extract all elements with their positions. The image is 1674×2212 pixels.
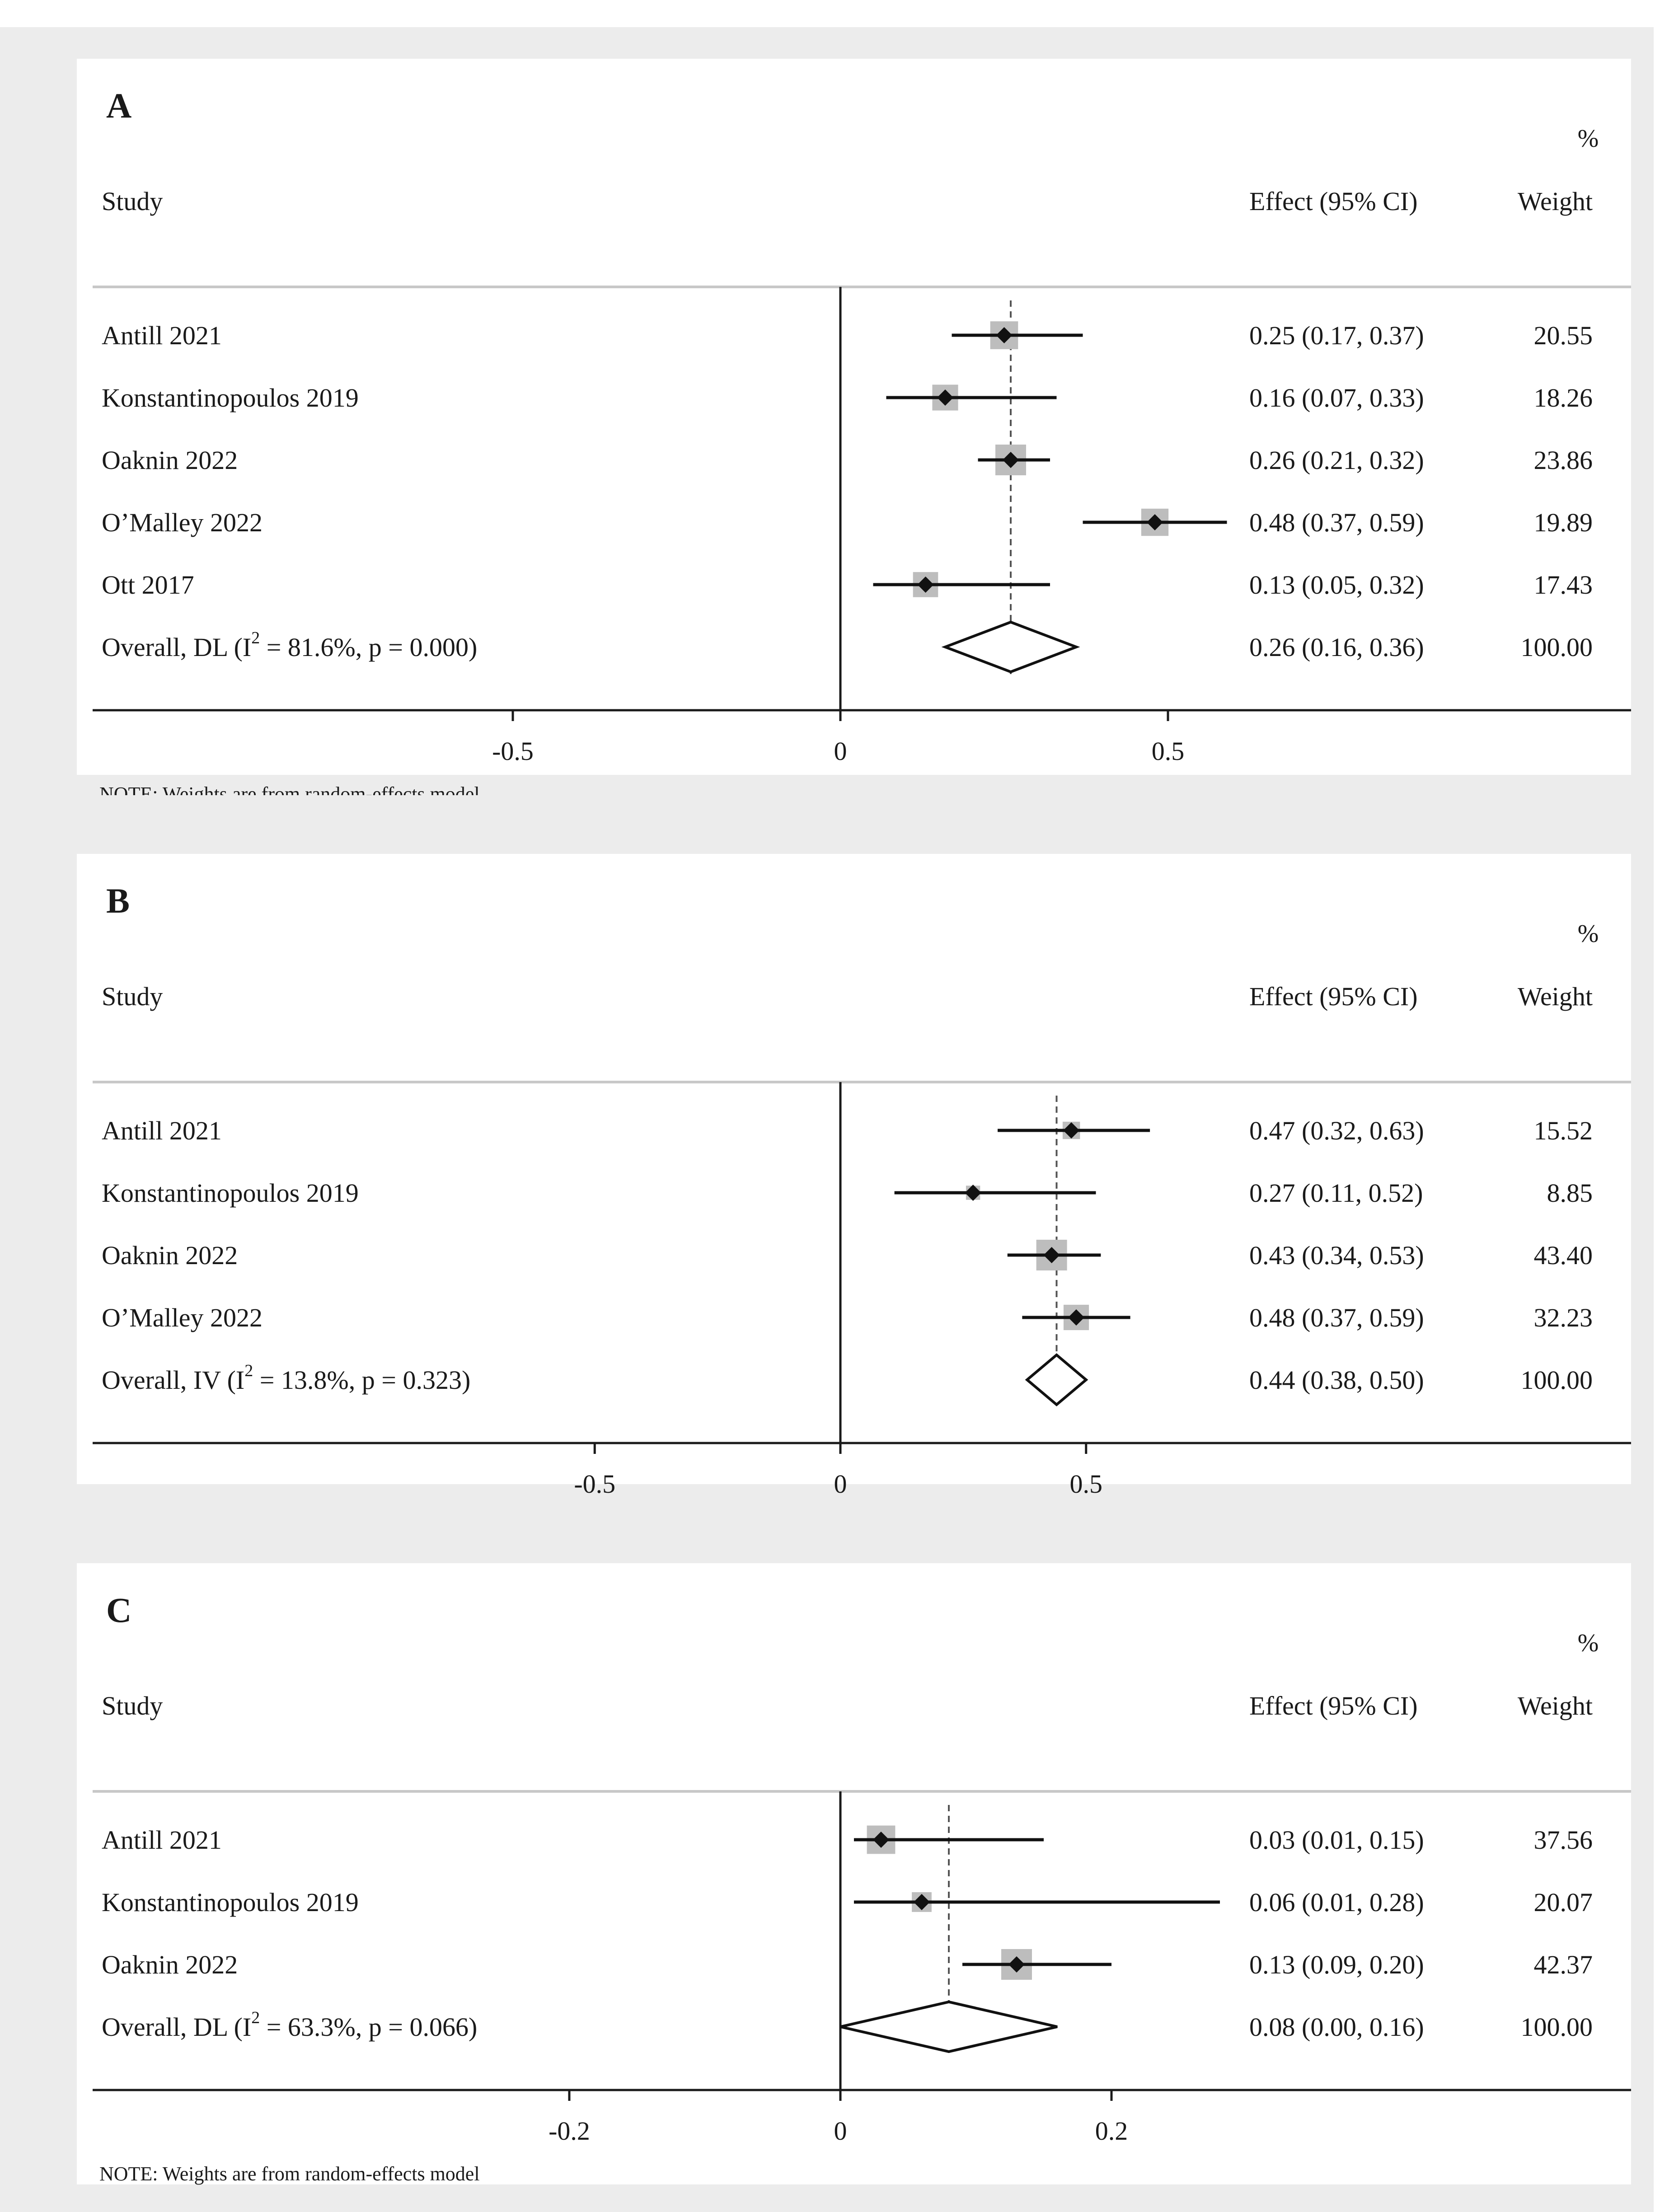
study-weight: 15.52: [1534, 1116, 1593, 1145]
study-effect-ci: 0.03 (0.01, 0.15): [1249, 1825, 1424, 1855]
study-name: Ott 2017: [102, 570, 194, 600]
study-effect-ci: 0.48 (0.37, 0.59): [1249, 1303, 1424, 1332]
overall-diamond: [1025, 1353, 1088, 1406]
header-weight: Weight: [1518, 982, 1593, 1011]
study-effect-ci: 0.27 (0.11, 0.52): [1249, 1178, 1423, 1208]
study-weight: 32.23: [1534, 1303, 1593, 1332]
study-point-estimate: [1008, 1956, 1025, 1973]
x-axis-tick-label: 0: [834, 2116, 847, 2146]
study-point-estimate: [1003, 452, 1019, 468]
overall-weight: 100.00: [1521, 633, 1593, 662]
weights-note: NOTE: Weights are from random-effects mo…: [99, 2163, 480, 2185]
study-name: Oaknin 2022: [102, 1950, 238, 1979]
study-weight: 43.40: [1534, 1241, 1593, 1270]
x-axis-tick-label: -0.2: [549, 2116, 590, 2146]
study-name: Konstantinopoulos 2019: [102, 1178, 359, 1208]
study-effect-ci: 0.26 (0.21, 0.32): [1249, 445, 1424, 475]
study-point-estimate: [873, 1832, 889, 1848]
study-point-estimate: [1063, 1122, 1080, 1139]
plot-card: [77, 1563, 1631, 2184]
study-point-estimate: [1043, 1247, 1060, 1263]
study-name: Konstantinopoulos 2019: [102, 383, 359, 412]
overall-diamond: [840, 2000, 1058, 2053]
x-axis-tick-label: 0.2: [1095, 2116, 1128, 2146]
panel-label: A: [106, 86, 131, 125]
weight-unit-label: %: [1578, 920, 1599, 948]
overall-weight: 100.00: [1521, 1365, 1593, 1395]
study-effect-ci: 0.48 (0.37, 0.59): [1249, 508, 1424, 537]
overall-effect-ci: 0.26 (0.16, 0.36): [1249, 633, 1424, 662]
weights-note: NOTE: Weights are from random-effects mo…: [99, 783, 480, 795]
overall-diamond: [941, 620, 1080, 674]
overall-label: Overall, DL (I2 = 63.3%, p = 0.066): [102, 2008, 477, 2042]
weight-unit-label: %: [1578, 125, 1599, 153]
study-effect-ci: 0.16 (0.07, 0.33): [1249, 383, 1424, 412]
weight-unit-label: %: [1578, 1629, 1599, 1657]
overall-weight: 100.00: [1521, 2012, 1593, 2042]
study-weight: 20.07: [1534, 1888, 1593, 1917]
study-weight: 8.85: [1547, 1178, 1593, 1208]
study-point-estimate: [965, 1185, 981, 1201]
study-point-estimate: [914, 1894, 930, 1910]
study-effect-ci: 0.13 (0.05, 0.32): [1249, 570, 1424, 600]
study-effect-ci: 0.06 (0.01, 0.28): [1249, 1888, 1424, 1917]
study-weight: 37.56: [1534, 1825, 1593, 1855]
study-name: Oaknin 2022: [102, 1241, 238, 1270]
study-effect-ci: 0.43 (0.34, 0.53): [1249, 1241, 1424, 1270]
overall-label: Overall, DL (I2 = 81.6%, p = 0.000): [102, 628, 477, 662]
study-name: O’Malley 2022: [102, 508, 263, 537]
forest-plot-svg: B% Study Effect (95% CI) Weight Antill 2021 0…: [77, 854, 1631, 1499]
header-effect: Effect (95% CI): [1249, 982, 1418, 1011]
forest-panel-a: A% Study Effect (95% CI) Weight Antill 2021 0…: [18, 27, 1654, 795]
study-point-estimate: [1147, 514, 1163, 530]
header-weight: Weight: [1518, 187, 1593, 216]
panel-label: B: [106, 881, 130, 920]
x-axis-tick-label: 0: [834, 1469, 847, 1499]
x-axis-tick-label: -0.5: [492, 736, 534, 766]
study-point-estimate: [1068, 1309, 1084, 1326]
study-weight: 20.55: [1534, 321, 1593, 350]
study-weight: 17.43: [1534, 570, 1593, 600]
x-axis-tick-label: 0: [834, 736, 847, 766]
study-effect-ci: 0.47 (0.32, 0.63): [1249, 1116, 1424, 1145]
study-name: Oaknin 2022: [102, 445, 238, 475]
header-study: Study: [102, 1691, 163, 1720]
study-effect-ci: 0.13 (0.09, 0.20): [1249, 1950, 1424, 1979]
study-weight: 19.89: [1534, 508, 1593, 537]
overall-effect-ci: 0.44 (0.38, 0.50): [1249, 1365, 1424, 1395]
forest-plot-svg: C% Study Effect (95% CI) Weight Antill 2021 0…: [77, 1563, 1631, 2185]
study-name: Antill 2021: [102, 1116, 222, 1145]
forest-panel-c: C% Study Effect (95% CI) Weight Antill 2021 0…: [18, 1532, 1654, 2205]
study-weight: 18.26: [1534, 383, 1593, 412]
study-point-estimate: [937, 389, 953, 406]
forest-panel-b: B% Study Effect (95% CI) Weight Antill 2021 0…: [18, 822, 1654, 1504]
study-point-estimate: [996, 327, 1013, 343]
header-effect: Effect (95% CI): [1249, 187, 1418, 216]
header-study: Study: [102, 187, 163, 216]
study-name: Konstantinopoulos 2019: [102, 1888, 359, 1917]
study-name: O’Malley 2022: [102, 1303, 263, 1332]
x-axis-tick-label: 0.5: [1070, 1469, 1103, 1499]
header-effect: Effect (95% CI): [1249, 1691, 1418, 1720]
study-name: Antill 2021: [102, 1825, 222, 1855]
header-weight: Weight: [1518, 1691, 1593, 1720]
header-study: Study: [102, 982, 163, 1011]
plot-card: [77, 59, 1631, 775]
panel-label: C: [106, 1590, 131, 1630]
study-weight: 42.37: [1534, 1950, 1593, 1979]
x-axis-tick-label: 0.5: [1152, 736, 1185, 766]
study-weight: 23.86: [1534, 445, 1593, 475]
plot-card: [77, 854, 1631, 1484]
overall-effect-ci: 0.08 (0.00, 0.16): [1249, 2012, 1424, 2042]
study-point-estimate: [917, 576, 934, 593]
overall-label: Overall, IV (I2 = 13.8%, p = 0.323): [102, 1361, 470, 1395]
x-axis-tick-label: -0.5: [574, 1469, 615, 1499]
forest-plot-svg: A% Study Effect (95% CI) Weight Antill 2021 0…: [77, 59, 1631, 795]
study-effect-ci: 0.25 (0.17, 0.37): [1249, 321, 1424, 350]
study-name: Antill 2021: [102, 321, 222, 350]
